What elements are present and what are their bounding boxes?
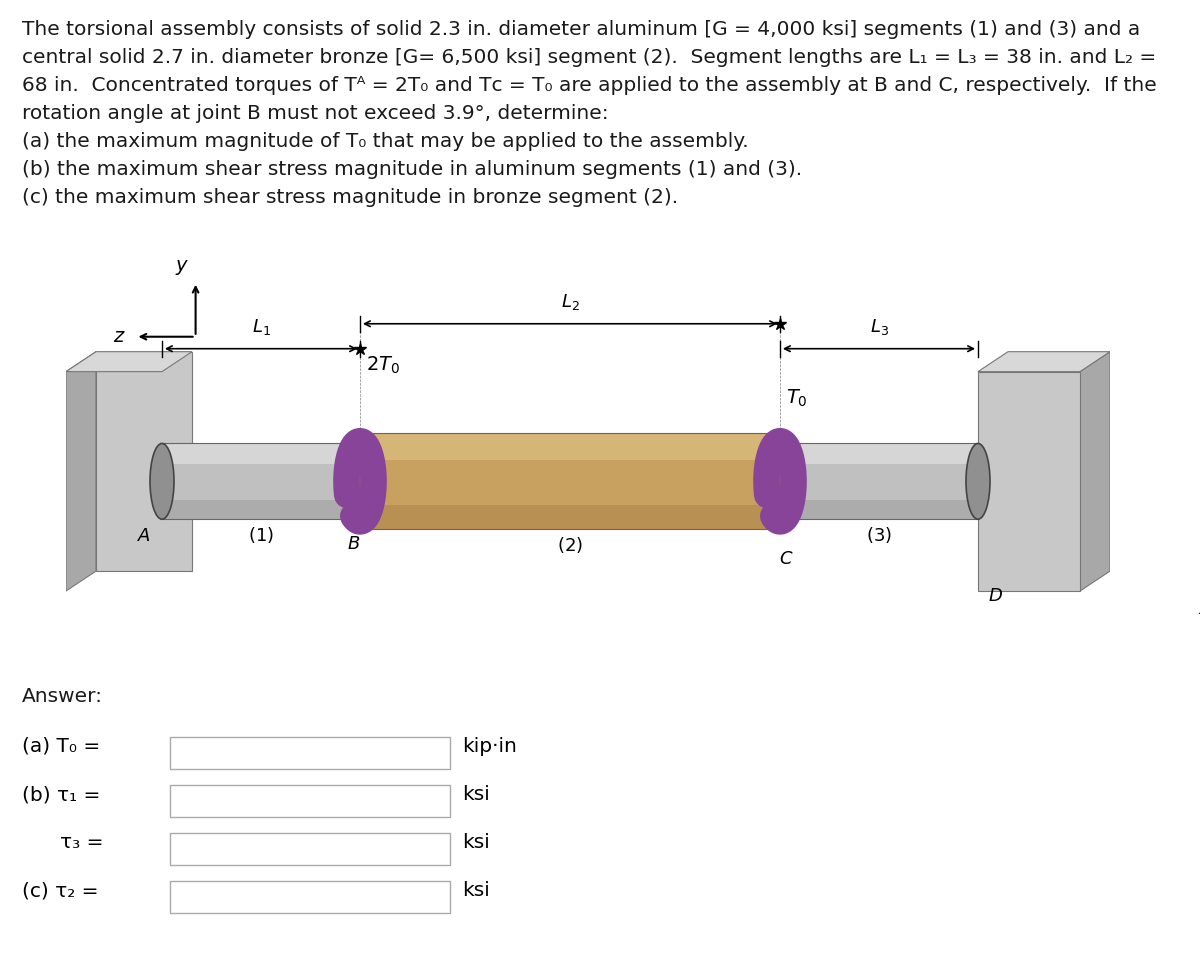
Text: The torsional assembly consists of solid 2.3 in. diameter aluminum [G = 4,000 ks: The torsional assembly consists of solid… <box>22 20 1140 39</box>
Text: (b) the maximum shear stress magnitude in aluminum segments (1) and (3).: (b) the maximum shear stress magnitude i… <box>22 160 802 179</box>
Text: $C$: $C$ <box>779 550 793 568</box>
Text: (a) the maximum magnitude of T₀ that may be applied to the assembly.: (a) the maximum magnitude of T₀ that may… <box>22 132 749 151</box>
Polygon shape <box>360 434 780 460</box>
Text: $D$: $D$ <box>989 587 1003 605</box>
Polygon shape <box>66 352 96 591</box>
Polygon shape <box>162 443 360 519</box>
Text: $y$: $y$ <box>175 258 190 277</box>
Text: $2T_0$: $2T_0$ <box>366 355 400 375</box>
Polygon shape <box>780 443 978 519</box>
Ellipse shape <box>966 443 990 519</box>
Polygon shape <box>96 352 192 572</box>
Text: $L_2$: $L_2$ <box>560 292 580 312</box>
Text: $L_3$: $L_3$ <box>870 317 888 336</box>
Text: $z$: $z$ <box>113 328 126 346</box>
Polygon shape <box>1080 352 1110 591</box>
FancyBboxPatch shape <box>170 833 450 865</box>
Text: $(2)$: $(2)$ <box>557 536 583 555</box>
FancyBboxPatch shape <box>170 737 450 769</box>
Text: (c) the maximum shear stress magnitude in bronze segment (2).: (c) the maximum shear stress magnitude i… <box>22 188 678 207</box>
Polygon shape <box>162 501 360 519</box>
Text: (a) T₀ =: (a) T₀ = <box>22 737 101 756</box>
Text: $A$: $A$ <box>137 527 151 545</box>
Text: central solid 2.7 in. diameter bronze [G= 6,500 ksi] segment (2).  Segment lengt: central solid 2.7 in. diameter bronze [G… <box>22 48 1157 67</box>
Text: (c) τ₂ =: (c) τ₂ = <box>22 881 98 900</box>
Polygon shape <box>978 352 1110 371</box>
FancyBboxPatch shape <box>170 785 450 817</box>
Text: ksi: ksi <box>462 833 490 852</box>
Polygon shape <box>780 501 978 519</box>
Polygon shape <box>360 434 780 529</box>
Ellipse shape <box>150 443 174 519</box>
Text: $(1)$: $(1)$ <box>248 525 274 545</box>
Ellipse shape <box>344 434 376 529</box>
Polygon shape <box>780 443 978 465</box>
Text: $x$: $x$ <box>1198 599 1200 618</box>
Polygon shape <box>978 371 1080 591</box>
Text: ksi: ksi <box>462 785 490 804</box>
Polygon shape <box>360 505 780 529</box>
Text: $L_1$: $L_1$ <box>252 317 270 336</box>
Polygon shape <box>66 352 192 371</box>
FancyBboxPatch shape <box>170 881 450 913</box>
Text: $B$: $B$ <box>347 536 361 553</box>
Text: rotation angle at joint B must not exceed 3.9°, determine:: rotation angle at joint B must not excee… <box>22 104 608 123</box>
Ellipse shape <box>764 434 796 529</box>
Text: τ₃ =: τ₃ = <box>60 833 103 852</box>
Text: 68 in.  Concentrated torques of Tᴬ = 2T₀ and Tᴄ = T₀ are applied to the assembly: 68 in. Concentrated torques of Tᴬ = 2T₀ … <box>22 76 1157 95</box>
Text: $(3)$: $(3)$ <box>866 525 892 545</box>
Text: $T_0$: $T_0$ <box>786 387 808 408</box>
Polygon shape <box>162 443 360 465</box>
Text: (b) τ₁ =: (b) τ₁ = <box>22 785 101 804</box>
Text: ksi: ksi <box>462 881 490 900</box>
Text: kip·in: kip·in <box>462 737 517 756</box>
Text: Answer:: Answer: <box>22 687 103 706</box>
